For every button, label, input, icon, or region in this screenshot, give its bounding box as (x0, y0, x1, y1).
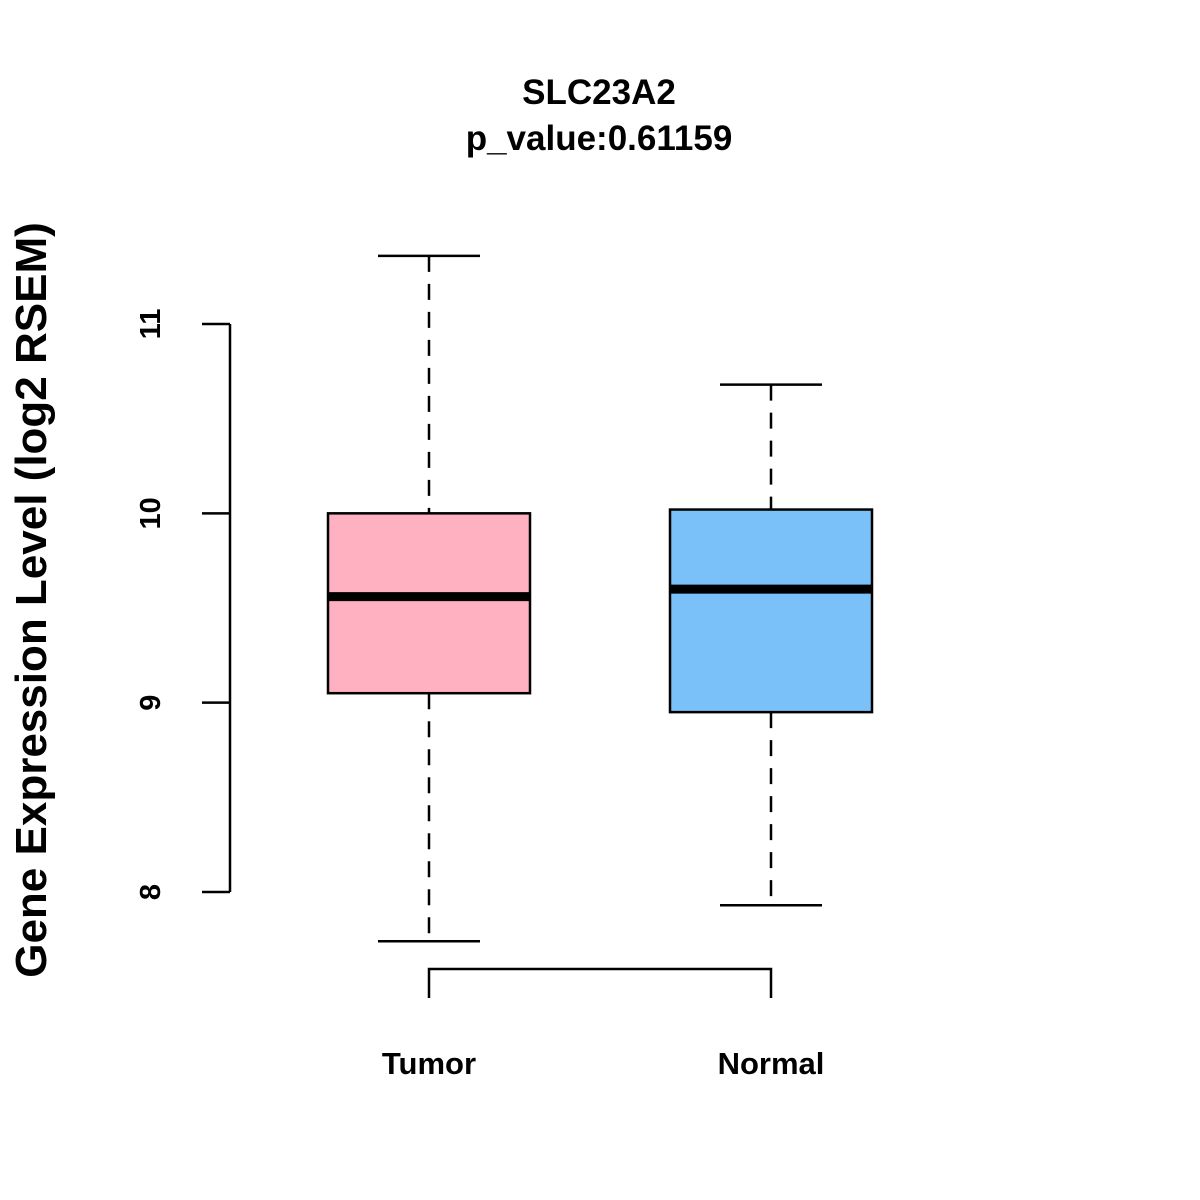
boxes (326, 254, 874, 943)
box-normal (668, 383, 874, 907)
y-tick-label: 9 (135, 695, 167, 711)
x-axis-labels: Tumor Normal (382, 1046, 824, 1081)
chart-subtitle: p_value:0.61159 (466, 119, 733, 158)
chart-title: SLC23A2 (522, 73, 676, 112)
iqr-box (668, 508, 874, 714)
x-label-normal: Normal (718, 1046, 825, 1081)
y-tick-label: 10 (135, 497, 167, 529)
bracket-line (427, 967, 773, 998)
y-tick-label: 8 (135, 884, 167, 900)
comparison-bracket (427, 967, 773, 998)
y-axis-label: Gene Expression Level (log2 RSEM) (7, 222, 56, 978)
y-axis: 8 9 10 11 (135, 309, 232, 900)
y-tick-label: 11 (135, 309, 167, 340)
iqr-box (326, 512, 532, 695)
box-tumor (326, 254, 532, 943)
x-label-tumor: Tumor (382, 1046, 476, 1081)
